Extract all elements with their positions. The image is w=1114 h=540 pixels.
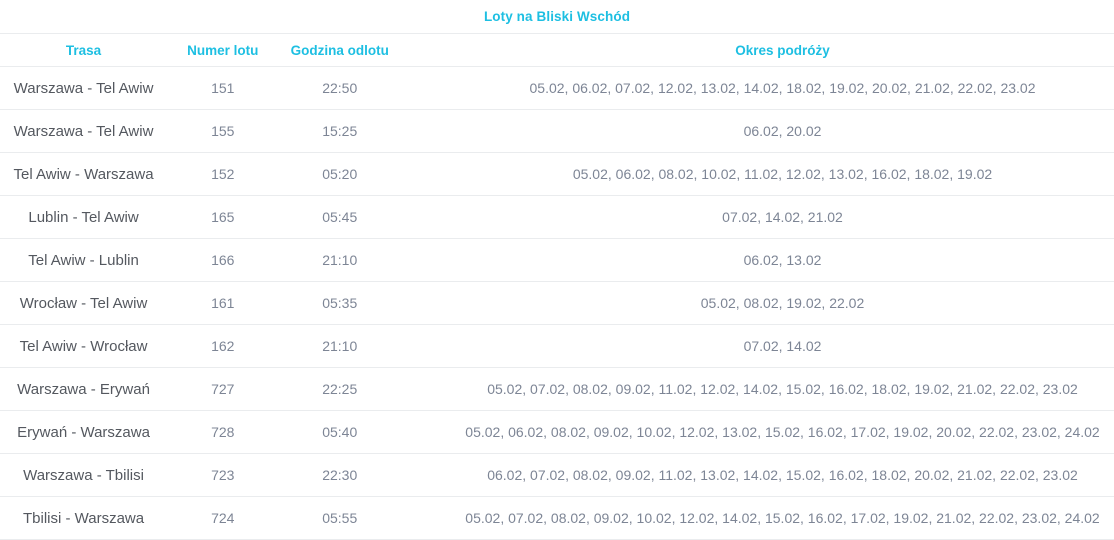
- table-row: Warszawa - Erywań 727 22:25 05.02, 07.02…: [0, 367, 1114, 411]
- cell-travel-dates: 07.02, 14.02: [401, 324, 1114, 368]
- cell-departure-time: 05:40: [278, 410, 402, 454]
- cell-flight-number: 724: [167, 496, 279, 540]
- cell-flight-number: 728: [167, 410, 279, 454]
- cell-flight-number: 727: [167, 367, 279, 411]
- table-row: Lublin - Tel Awiw 165 05:45 07.02, 14.02…: [0, 195, 1114, 239]
- title-bar: Loty na Bliski Wschód: [0, 0, 1114, 34]
- cell-route: Warszawa - Tel Awiw: [0, 109, 168, 153]
- cell-flight-number: 155: [167, 109, 279, 153]
- cell-travel-dates: 06.02, 07.02, 08.02, 09.02, 11.02, 13.02…: [401, 453, 1114, 497]
- column-header-travel-period: Okres podróży: [401, 34, 1114, 67]
- cell-departure-time: 15:25: [278, 109, 402, 153]
- column-header-flight-number: Numer lotu: [167, 34, 279, 67]
- table-body: Warszawa - Tel Awiw 151 22:50 05.02, 06.…: [0, 66, 1114, 540]
- cell-flight-number: 161: [167, 281, 279, 325]
- cell-route: Warszawa - Erywań: [0, 367, 168, 411]
- table-row: Erywań - Warszawa 728 05:40 05.02, 06.02…: [0, 410, 1114, 454]
- cell-travel-dates: 06.02, 20.02: [401, 109, 1114, 153]
- cell-route: Lublin - Tel Awiw: [0, 195, 168, 239]
- cell-travel-dates: 05.02, 06.02, 08.02, 09.02, 10.02, 12.02…: [401, 410, 1114, 454]
- cell-travel-dates: 05.02, 06.02, 08.02, 10.02, 11.02, 12.02…: [401, 152, 1114, 196]
- cell-departure-time: 21:10: [278, 238, 402, 282]
- table-header: Trasa Numer lotu Godzina odlotu Okres po…: [0, 34, 1114, 67]
- table-row: Tel Awiw - Lublin 166 21:10 06.02, 13.02: [0, 238, 1114, 282]
- table-row: Warszawa - Tel Awiw 155 15:25 06.02, 20.…: [0, 109, 1114, 153]
- cell-departure-time: 05:20: [278, 152, 402, 196]
- cell-travel-dates: 05.02, 06.02, 07.02, 12.02, 13.02, 14.02…: [401, 66, 1114, 110]
- cell-flight-number: 165: [167, 195, 279, 239]
- cell-travel-dates: 07.02, 14.02, 21.02: [401, 195, 1114, 239]
- table-row: Tel Awiw - Wrocław 162 21:10 07.02, 14.0…: [0, 324, 1114, 368]
- cell-departure-time: 22:25: [278, 367, 402, 411]
- cell-flight-number: 151: [167, 66, 279, 110]
- table-row: Tbilisi - Warszawa 724 05:55 05.02, 07.0…: [0, 496, 1114, 540]
- cell-flight-number: 723: [167, 453, 279, 497]
- table-row: Wrocław - Tel Awiw 161 05:35 05.02, 08.0…: [0, 281, 1114, 325]
- cell-route: Tel Awiw - Lublin: [0, 238, 168, 282]
- cell-route: Tel Awiw - Warszawa: [0, 152, 168, 196]
- cell-departure-time: 22:50: [278, 66, 402, 110]
- page-title: Loty na Bliski Wschód: [483, 9, 631, 24]
- cell-route: Tel Awiw - Wrocław: [0, 324, 168, 368]
- cell-departure-time: 05:45: [278, 195, 402, 239]
- cell-route: Erywań - Warszawa: [0, 410, 168, 454]
- cell-travel-dates: 05.02, 08.02, 19.02, 22.02: [401, 281, 1114, 325]
- cell-route: Warszawa - Tel Awiw: [0, 66, 168, 110]
- column-header-departure-time: Godzina odlotu: [278, 34, 402, 67]
- cell-route: Warszawa - Tbilisi: [0, 453, 168, 497]
- cell-departure-time: 05:35: [278, 281, 402, 325]
- table-row: Tel Awiw - Warszawa 152 05:20 05.02, 06.…: [0, 152, 1114, 196]
- cell-route: Wrocław - Tel Awiw: [0, 281, 168, 325]
- flight-schedule-table: Trasa Numer lotu Godzina odlotu Okres po…: [0, 34, 1114, 540]
- cell-departure-time: 22:30: [278, 453, 402, 497]
- cell-travel-dates: 06.02, 13.02: [401, 238, 1114, 282]
- cell-flight-number: 166: [167, 238, 279, 282]
- cell-route: Tbilisi - Warszawa: [0, 496, 168, 540]
- cell-departure-time: 05:55: [278, 496, 402, 540]
- column-header-route: Trasa: [0, 34, 168, 67]
- cell-flight-number: 162: [167, 324, 279, 368]
- cell-flight-number: 152: [167, 152, 279, 196]
- cell-travel-dates: 05.02, 07.02, 08.02, 09.02, 10.02, 12.02…: [401, 496, 1114, 540]
- table-row: Warszawa - Tbilisi 723 22:30 06.02, 07.0…: [0, 453, 1114, 497]
- table-row: Warszawa - Tel Awiw 151 22:50 05.02, 06.…: [0, 66, 1114, 110]
- cell-travel-dates: 05.02, 07.02, 08.02, 09.02, 11.02, 12.02…: [401, 367, 1114, 411]
- cell-departure-time: 21:10: [278, 324, 402, 368]
